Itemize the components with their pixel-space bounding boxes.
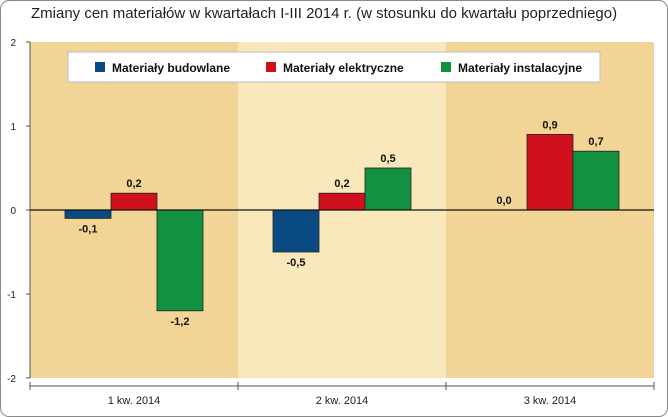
y-tick-label: -2 xyxy=(7,374,16,385)
legend-swatch xyxy=(441,62,451,72)
bar xyxy=(318,192,366,211)
data-label: -0,1 xyxy=(79,223,98,235)
chart-title: Zmiany cen materiałów w kwartałach I-III… xyxy=(31,5,618,22)
legend-swatch xyxy=(95,62,105,72)
bar xyxy=(272,209,320,253)
legend-box xyxy=(67,51,601,83)
legend-label: Materiały budowlane xyxy=(112,61,230,75)
y-tick-label: 2 xyxy=(10,38,16,49)
data-label: 0,5 xyxy=(380,153,395,165)
bar xyxy=(526,133,574,211)
y-tick-label: 1 xyxy=(10,122,16,133)
x-tick-label: 1 kw. 2014 xyxy=(108,395,161,407)
data-label: 0,0 xyxy=(496,195,511,207)
legend-label: Materiały instalacyjne xyxy=(458,61,582,75)
bar xyxy=(64,209,112,219)
legend-label: Materiały elektryczne xyxy=(283,61,404,75)
data-label: -1,2 xyxy=(171,316,190,328)
bar xyxy=(364,167,412,211)
data-label: 0,2 xyxy=(334,178,349,190)
data-label: -0,5 xyxy=(287,257,306,269)
bar xyxy=(156,209,204,312)
x-tick-label: 3 kw. 2014 xyxy=(524,395,577,407)
data-label: 0,2 xyxy=(126,178,141,190)
y-tick-label: 0 xyxy=(10,206,16,217)
data-label: 0,7 xyxy=(588,136,603,148)
y-tick-label: -1 xyxy=(7,290,16,301)
x-tick-label: 2 kw. 2014 xyxy=(316,395,369,407)
bar xyxy=(572,150,620,211)
legend-swatch xyxy=(266,62,276,72)
bar xyxy=(110,192,158,211)
data-label: 0,9 xyxy=(542,119,557,131)
